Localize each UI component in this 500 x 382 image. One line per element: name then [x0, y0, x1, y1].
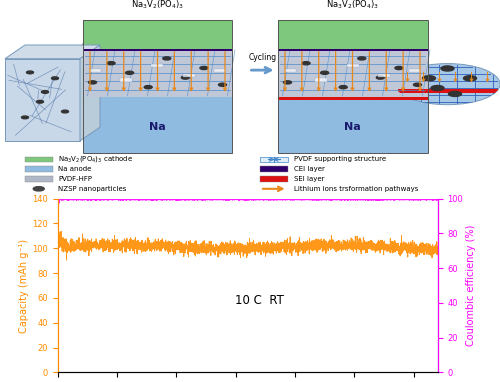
- Bar: [82, 19, 233, 49]
- Circle shape: [464, 76, 476, 81]
- Polygon shape: [80, 45, 100, 141]
- Text: Na$_3$V$_2$(PO$_4$)$_3$ cathode: Na$_3$V$_2$(PO$_4$)$_3$ cathode: [58, 154, 134, 165]
- Bar: [82, 49, 233, 51]
- Bar: [278, 19, 428, 153]
- Text: NZSP nanoparticles: NZSP nanoparticles: [58, 186, 127, 192]
- Circle shape: [395, 63, 500, 105]
- Circle shape: [414, 83, 422, 86]
- Circle shape: [448, 91, 462, 97]
- Bar: [89, 69, 101, 72]
- Bar: [260, 176, 287, 182]
- Circle shape: [441, 66, 454, 71]
- Text: $\mathregular{Na_3V_2(PO_4)_3}$: $\mathregular{Na_3V_2(PO_4)_3}$: [326, 0, 379, 11]
- Text: $\mathregular{Na_3V_2(PO_4)_3}$: $\mathregular{Na_3V_2(PO_4)_3}$: [131, 0, 184, 11]
- Text: SEI layer: SEI layer: [294, 176, 324, 182]
- Circle shape: [200, 66, 208, 70]
- Circle shape: [376, 76, 384, 79]
- Bar: [378, 74, 390, 77]
- Circle shape: [88, 81, 96, 84]
- Bar: [25, 166, 52, 172]
- Circle shape: [36, 100, 44, 103]
- Circle shape: [163, 57, 171, 60]
- Bar: [409, 69, 421, 72]
- Circle shape: [62, 110, 68, 113]
- Bar: [278, 19, 428, 49]
- Circle shape: [395, 66, 403, 70]
- Circle shape: [302, 62, 310, 65]
- Circle shape: [26, 71, 34, 74]
- Bar: [260, 157, 287, 162]
- Bar: [5, 59, 80, 141]
- Circle shape: [107, 62, 115, 65]
- Bar: [278, 49, 428, 51]
- Bar: [182, 74, 194, 77]
- Circle shape: [339, 86, 347, 89]
- Bar: [120, 78, 132, 81]
- Bar: [82, 19, 233, 153]
- Text: PVDF-HFP: PVDF-HFP: [58, 176, 92, 182]
- Circle shape: [358, 57, 366, 60]
- Bar: [316, 78, 328, 81]
- Text: Na: Na: [344, 123, 361, 133]
- Y-axis label: Coulombic efficiency (%): Coulombic efficiency (%): [466, 225, 476, 346]
- Bar: [82, 97, 233, 153]
- Text: Lithium ions trsformation pathways: Lithium ions trsformation pathways: [294, 186, 418, 192]
- Bar: [152, 64, 164, 67]
- Bar: [398, 89, 498, 93]
- Circle shape: [431, 86, 444, 91]
- Circle shape: [284, 81, 292, 84]
- Bar: [25, 157, 52, 162]
- Text: CEI layer: CEI layer: [294, 166, 324, 172]
- Bar: [278, 49, 428, 97]
- Bar: [284, 69, 296, 72]
- Polygon shape: [5, 45, 100, 59]
- Circle shape: [22, 116, 29, 119]
- Circle shape: [144, 86, 152, 89]
- Bar: [214, 69, 226, 72]
- Circle shape: [422, 76, 436, 81]
- Bar: [25, 176, 52, 182]
- Bar: [278, 97, 428, 153]
- Bar: [278, 97, 428, 100]
- Text: 10 C  RT: 10 C RT: [235, 294, 284, 307]
- Bar: [82, 49, 233, 97]
- Circle shape: [218, 83, 226, 86]
- Circle shape: [33, 187, 44, 191]
- Text: PVDF supporting structure: PVDF supporting structure: [294, 157, 386, 162]
- Circle shape: [52, 77, 59, 79]
- Bar: [260, 166, 287, 172]
- Text: Na anode: Na anode: [58, 166, 92, 172]
- Text: Cycling: Cycling: [248, 53, 276, 62]
- Bar: [346, 64, 358, 67]
- Circle shape: [182, 76, 190, 79]
- Y-axis label: Capacity (mAh g⁻¹): Capacity (mAh g⁻¹): [19, 238, 29, 333]
- Circle shape: [42, 91, 48, 93]
- Text: Na: Na: [149, 123, 166, 133]
- Circle shape: [320, 71, 328, 74]
- Circle shape: [126, 71, 134, 74]
